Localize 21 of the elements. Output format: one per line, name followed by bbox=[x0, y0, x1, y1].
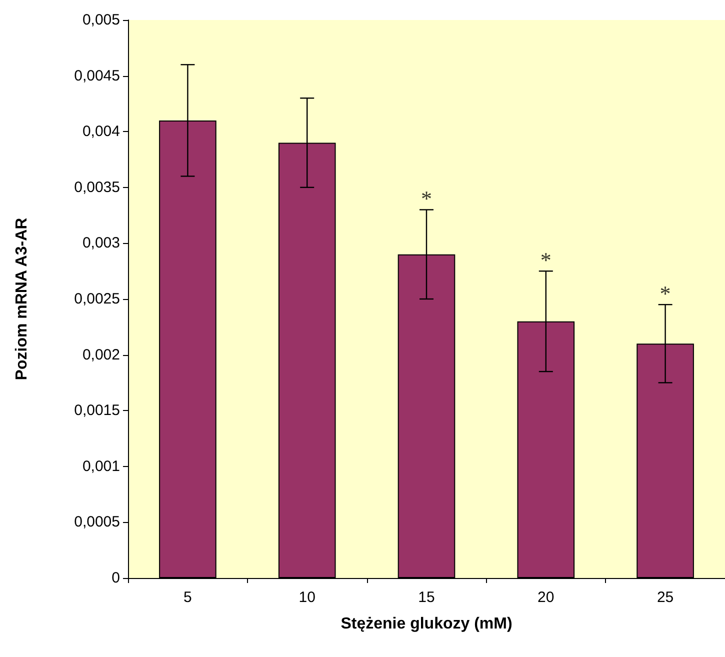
y-tick-label: 0,004 bbox=[82, 123, 120, 140]
annotation: * bbox=[540, 248, 552, 273]
y-tick-label: 0,0035 bbox=[74, 178, 120, 196]
x-tick-label: 5 bbox=[184, 589, 192, 606]
y-tick-label: 0,0045 bbox=[74, 67, 120, 84]
x-tick-label: 25 bbox=[656, 589, 674, 606]
y-tick-label: 0,0015 bbox=[74, 402, 120, 420]
y-tick-label: 0,0005 bbox=[74, 514, 120, 531]
y-tick-label: 0,003 bbox=[82, 234, 120, 252]
y-tick-label: 0,0025 bbox=[74, 290, 120, 308]
x-tick-label: 10 bbox=[298, 589, 316, 606]
y-tick-label: 0 bbox=[112, 570, 120, 586]
x-tick-label: 15 bbox=[418, 589, 435, 606]
y-tick-label: 0,002 bbox=[82, 346, 120, 364]
y-axis-title: Poziom mRNA A3-AR bbox=[14, 217, 30, 380]
y-tick-label: 0,001 bbox=[82, 458, 120, 475]
y-tick-label: 0,005 bbox=[82, 12, 120, 28]
annotation: * bbox=[660, 281, 671, 306]
x-axis-title: Stężenie glukozy (mM) bbox=[340, 616, 512, 632]
annotation: * bbox=[421, 186, 432, 212]
x-tick-label: 20 bbox=[538, 589, 554, 606]
